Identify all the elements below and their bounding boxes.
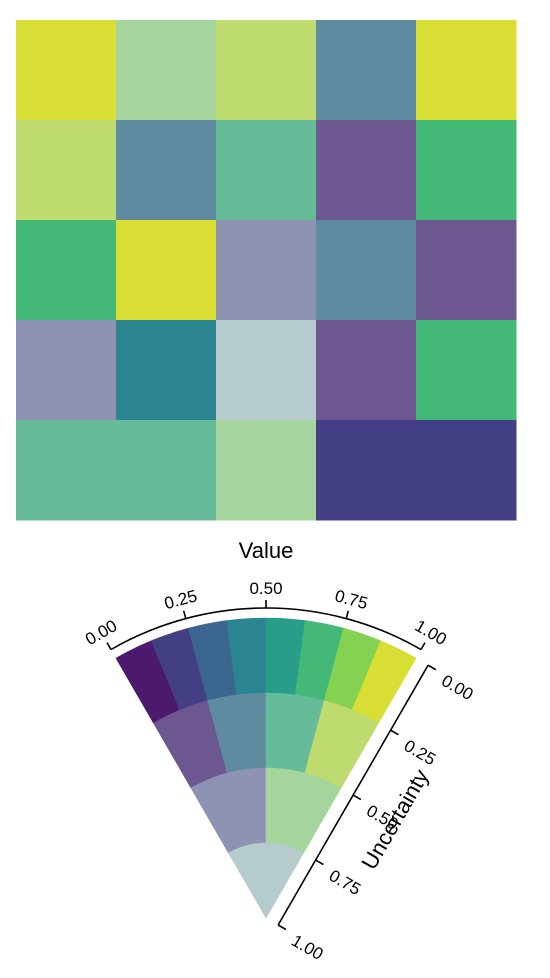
heatmap-cell: [116, 320, 217, 421]
uncertainty-tick-label: 0.00: [438, 671, 476, 704]
value-tick-label: 0.75: [333, 586, 370, 613]
heatmap-cell: [116, 220, 217, 321]
heatmap-cell: [16, 20, 117, 121]
heatmap-cell: [216, 120, 317, 221]
heatmap-cell: [416, 220, 517, 321]
value-tick: [420, 642, 426, 650]
heatmap-cell: [216, 20, 317, 121]
heatmap-cell: [16, 320, 117, 421]
heatmap-cell: [16, 220, 117, 321]
uncertainty-tick-label: 0.25: [401, 736, 439, 769]
legend-cells: [115, 617, 417, 919]
value-tick-label: 0.00: [82, 616, 120, 649]
value-tick: [345, 610, 350, 619]
heatmap-cell: [216, 420, 317, 521]
uncertainty-tick-label: 0.75: [326, 866, 364, 899]
legend-cell: [228, 842, 304, 919]
value-tick-label: 0.25: [162, 586, 199, 613]
uncertainty-tick: [352, 794, 362, 801]
value-tick: [182, 610, 187, 619]
heatmap: [16, 20, 517, 521]
value-tick: [106, 642, 112, 650]
heatmap-cell: [116, 20, 217, 121]
heatmap-cell: [316, 220, 417, 321]
uncertainty-tick: [390, 729, 399, 736]
heatmap-cell: [416, 120, 517, 221]
uncertainty-legend: 0.000.25 0.50 0.751.00 0.000.250.500.751.0…: [82, 538, 476, 964]
heatmap-cell: [316, 320, 417, 421]
uncertainty-tick: [427, 664, 437, 671]
value-tick-label: 0.50: [249, 579, 282, 598]
heatmap-cell: [116, 420, 217, 521]
heatmap-cell: [316, 120, 417, 221]
heatmap-cell: [416, 20, 517, 121]
heatmap-cell: [216, 320, 317, 421]
heatmap-cell: [16, 420, 117, 521]
heatmap-cell: [16, 120, 117, 221]
value-tick-label: 1.00: [412, 616, 450, 649]
uncertainty-tick-label: 1.00: [288, 931, 326, 964]
value-axis-line: [110, 607, 422, 651]
uncertainty-tick: [315, 859, 324, 866]
uncertainty-tick: [277, 924, 287, 931]
heatmap-cell: [316, 20, 417, 121]
heatmap-cell: [316, 420, 417, 521]
heatmap-cell: [416, 420, 517, 521]
heatmap-cell: [216, 220, 317, 321]
heatmap-cell: [116, 120, 217, 221]
heatmap-cell: [416, 320, 517, 421]
value-axis-title: Value: [239, 538, 294, 563]
